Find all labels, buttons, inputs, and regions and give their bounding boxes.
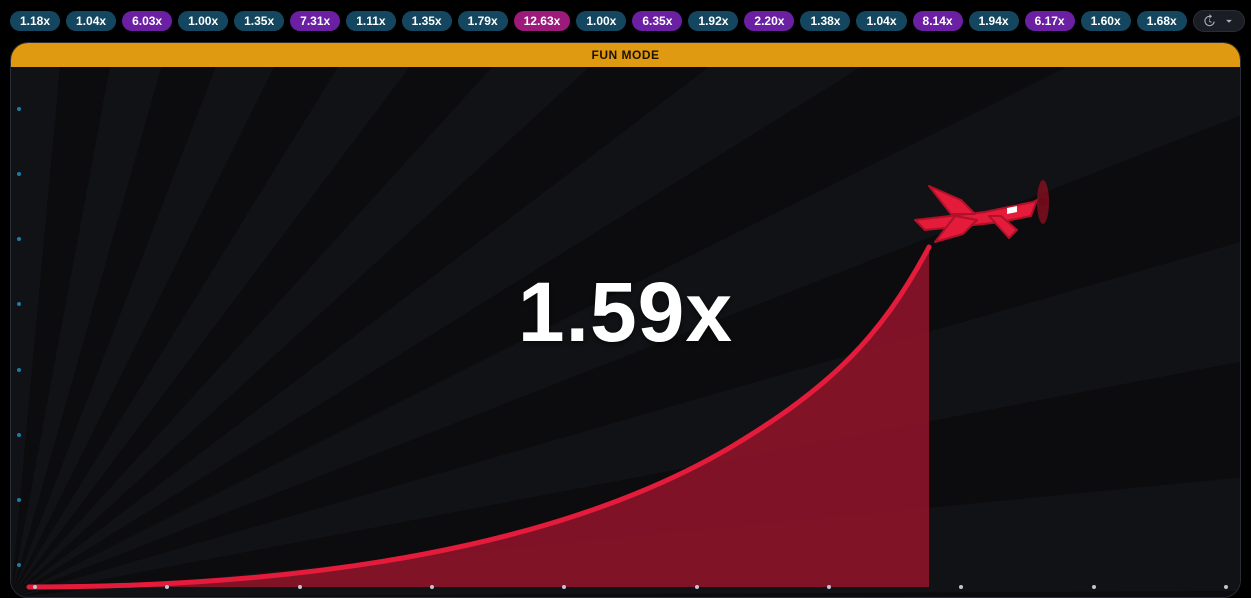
history-chip[interactable]: 7.31x	[290, 11, 340, 31]
mode-banner: FUN MODE	[11, 43, 1240, 67]
history-chip[interactable]: 1.00x	[178, 11, 228, 31]
history-chip[interactable]: 1.00x	[576, 11, 626, 31]
plane-icon	[905, 172, 1065, 257]
history-chip[interactable]: 1.04x	[856, 11, 906, 31]
y-axis-dot	[17, 172, 21, 176]
history-toggle-button[interactable]	[1193, 10, 1245, 32]
y-axis-dot	[17, 563, 21, 567]
current-multiplier: 1.59x	[11, 264, 1240, 361]
history-chip[interactable]: 2.20x	[744, 11, 794, 31]
x-axis-dot	[298, 585, 302, 589]
history-chip[interactable]: 1.79x	[458, 11, 508, 31]
game-panel: FUN MODE 1.59x	[10, 42, 1241, 598]
history-chip[interactable]: 12.63x	[514, 11, 571, 31]
history-chip[interactable]: 1.18x	[10, 11, 60, 31]
history-chip[interactable]: 1.92x	[688, 11, 738, 31]
x-axis-dot	[1224, 585, 1228, 589]
history-chip[interactable]: 1.35x	[402, 11, 452, 31]
multiplier-history-bar: 1.18x 1.04x 6.03x 1.00x 1.35x 7.31x 1.11x 1.35x…	[0, 0, 1251, 36]
history-chip[interactable]: 1.38x	[800, 11, 850, 31]
y-axis-dots	[17, 107, 21, 567]
y-axis-dot	[17, 107, 21, 111]
history-chip[interactable]: 1.35x	[234, 11, 284, 31]
x-axis-dot	[827, 585, 831, 589]
caret-down-icon	[1222, 14, 1236, 28]
x-axis-dot	[430, 585, 434, 589]
history-chip[interactable]: 6.35x	[632, 11, 682, 31]
history-chip[interactable]: 1.04x	[66, 11, 116, 31]
x-axis-dots	[33, 585, 1228, 589]
history-chip[interactable]: 1.68x	[1137, 11, 1187, 31]
x-axis-dot	[695, 585, 699, 589]
history-chip[interactable]: 1.94x	[969, 11, 1019, 31]
x-axis-dot	[33, 585, 37, 589]
y-axis-dot	[17, 368, 21, 372]
x-axis-dot	[562, 585, 566, 589]
history-chip[interactable]: 1.60x	[1081, 11, 1131, 31]
history-chip[interactable]: 8.14x	[913, 11, 963, 31]
history-chip[interactable]: 1.11x	[346, 11, 395, 31]
game-canvas: 1.59x	[11, 67, 1240, 597]
x-axis-dot	[165, 585, 169, 589]
x-axis-dot	[959, 585, 963, 589]
y-axis-dot	[17, 433, 21, 437]
x-axis-dot	[1092, 585, 1096, 589]
history-icon	[1202, 14, 1216, 28]
history-chip[interactable]: 6.17x	[1025, 11, 1075, 31]
y-axis-dot	[17, 302, 21, 306]
y-axis-dot	[17, 237, 21, 241]
y-axis-dot	[17, 498, 21, 502]
history-chip[interactable]: 6.03x	[122, 11, 172, 31]
